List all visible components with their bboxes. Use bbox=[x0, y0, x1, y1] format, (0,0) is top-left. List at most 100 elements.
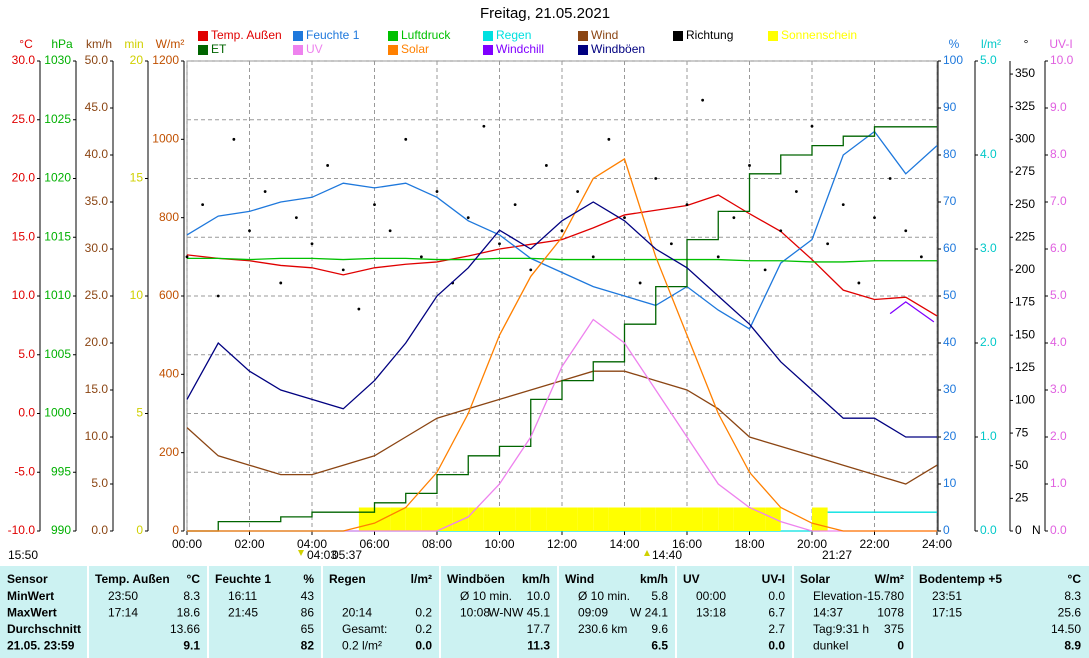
series-dot bbox=[701, 98, 705, 102]
series-dot bbox=[498, 242, 501, 246]
y-tick-label: 250 bbox=[1015, 197, 1035, 211]
y-tick-label: 40 bbox=[943, 335, 957, 349]
y-tick-label: 600 bbox=[159, 288, 179, 302]
cell: 17:14 bbox=[108, 606, 138, 620]
y-tick-label: 0.0 bbox=[980, 523, 997, 537]
series-dot bbox=[357, 307, 361, 311]
panel-unit: UV-I bbox=[762, 572, 785, 586]
cell: 10.0 bbox=[527, 589, 551, 603]
marker: 14:40 bbox=[652, 548, 682, 562]
y-tick-label: 10 bbox=[130, 288, 144, 302]
cell: 82 bbox=[301, 639, 315, 653]
y-tick-label: 275 bbox=[1015, 164, 1035, 178]
cell: MaxWert bbox=[7, 606, 57, 620]
panel-title: Sensor bbox=[7, 572, 48, 586]
series-dot bbox=[716, 255, 720, 259]
panel-unit: °C bbox=[187, 572, 201, 586]
sun-bar bbox=[608, 507, 625, 531]
series-dot bbox=[669, 242, 673, 246]
y-tick-label: 200 bbox=[159, 445, 179, 459]
y-tick-label: 20.0 bbox=[12, 171, 36, 185]
panel-title: UV bbox=[683, 572, 700, 586]
cell: 25.6 bbox=[1058, 606, 1082, 620]
x-tick-label: 00:00 bbox=[172, 537, 202, 551]
x-tick-label: 12:00 bbox=[547, 537, 577, 551]
cell: 6.7 bbox=[768, 606, 785, 620]
y-tick-label: 800 bbox=[159, 210, 179, 224]
sun-bar bbox=[468, 507, 484, 531]
y-tick-label: 200 bbox=[1015, 262, 1035, 276]
cell: 21:45 bbox=[228, 606, 258, 620]
sun-bar bbox=[515, 507, 531, 531]
y-tick-label: 350 bbox=[1015, 66, 1035, 80]
marker: 15:50 bbox=[8, 548, 38, 562]
y-tick-label: 30 bbox=[943, 382, 957, 396]
x-tick-label: 14:00 bbox=[609, 537, 639, 551]
cell: Tag:9:31 h bbox=[813, 622, 869, 636]
y-tick-label: 100 bbox=[943, 53, 963, 67]
cell: 16:11 bbox=[228, 589, 257, 603]
sun-bar bbox=[687, 507, 703, 531]
legend-label: Sonnenschein bbox=[781, 28, 857, 42]
cell: 18.6 bbox=[177, 606, 201, 620]
cell: Ø 10 min. bbox=[578, 589, 630, 603]
panel-unit: % bbox=[303, 572, 314, 586]
sun-bar bbox=[593, 507, 609, 531]
cell: 0.0 bbox=[768, 639, 785, 653]
y-tick-label: 1.0 bbox=[1050, 476, 1067, 490]
y-tick-label: 0 bbox=[1015, 523, 1022, 537]
panel-title: Feuchte 1 bbox=[215, 572, 271, 586]
y-tick-label: 1.0 bbox=[980, 429, 997, 443]
series-step bbox=[187, 126, 937, 532]
panel-unit: W/m² bbox=[875, 572, 904, 586]
series-dot bbox=[404, 137, 408, 141]
y-tick-label: 15.0 bbox=[12, 229, 36, 243]
legend-label: ET bbox=[211, 42, 227, 56]
x-tick-label: 16:00 bbox=[672, 537, 702, 551]
y-tick-label: 5.0 bbox=[1050, 288, 1067, 302]
y-tick-label: 175 bbox=[1015, 295, 1035, 309]
cell: Durchschnitt bbox=[7, 622, 81, 636]
legend-swatch bbox=[198, 31, 208, 41]
marker: 05:37 bbox=[332, 548, 362, 562]
y-tick-label: 100 bbox=[1015, 393, 1035, 407]
panel-unit: km/h bbox=[640, 572, 668, 586]
cell: 8.3 bbox=[183, 589, 200, 603]
y-tick-label: 325 bbox=[1015, 99, 1035, 113]
y-tick-label: 1005 bbox=[44, 347, 71, 361]
series-dot bbox=[763, 268, 767, 272]
cell: Ø 10 min. bbox=[460, 589, 512, 603]
panel-unit: l/m² bbox=[411, 572, 432, 586]
series-dot bbox=[748, 164, 751, 167]
cell: 21.05. 23:59 bbox=[7, 639, 75, 653]
legend-swatch bbox=[483, 45, 493, 55]
panel-title: Wind bbox=[565, 572, 594, 586]
series-dot bbox=[294, 216, 298, 220]
y-tick-label: 10.0 bbox=[85, 429, 109, 443]
y-tick-label: 9.0 bbox=[1050, 100, 1067, 114]
cell: 2.7 bbox=[768, 622, 785, 636]
y-tick-label: 20.0 bbox=[85, 335, 109, 349]
y-tick-label: 0.0 bbox=[18, 406, 35, 420]
cell: Gesamt: bbox=[342, 622, 387, 636]
cell: 23:50 bbox=[108, 589, 138, 603]
series-dot bbox=[841, 203, 845, 207]
y-tick-label: 15 bbox=[130, 171, 144, 185]
sun-bar bbox=[405, 507, 422, 531]
axis-label: l/m² bbox=[981, 37, 1001, 51]
y-tick-label: 2.0 bbox=[1050, 429, 1067, 443]
x-tick-label: 24:00 bbox=[922, 537, 952, 551]
axis-label: UV-I bbox=[1049, 37, 1072, 51]
legend-swatch bbox=[768, 31, 778, 41]
series-dot bbox=[794, 190, 798, 193]
sun-bar bbox=[718, 507, 734, 531]
sun-bar bbox=[358, 507, 375, 531]
y-tick-label: 1015 bbox=[44, 229, 71, 243]
sun-bar bbox=[421, 507, 437, 531]
y-tick-label: 995 bbox=[51, 464, 71, 478]
y-tick-label: 4.0 bbox=[980, 147, 997, 161]
series-line bbox=[186, 130, 938, 330]
cell: 14:37 bbox=[813, 606, 843, 620]
y-tick-label: 1000 bbox=[152, 132, 179, 146]
legend-label: Wind bbox=[591, 28, 618, 42]
